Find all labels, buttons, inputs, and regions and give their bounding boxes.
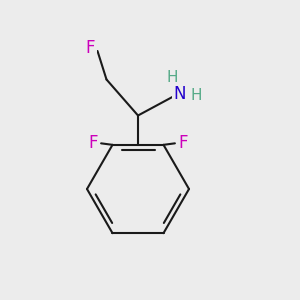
- Text: F: F: [178, 134, 188, 152]
- Text: H: H: [167, 70, 178, 86]
- Text: H: H: [191, 88, 202, 104]
- Text: F: F: [88, 134, 98, 152]
- Text: F: F: [85, 39, 95, 57]
- Text: N: N: [174, 85, 186, 103]
